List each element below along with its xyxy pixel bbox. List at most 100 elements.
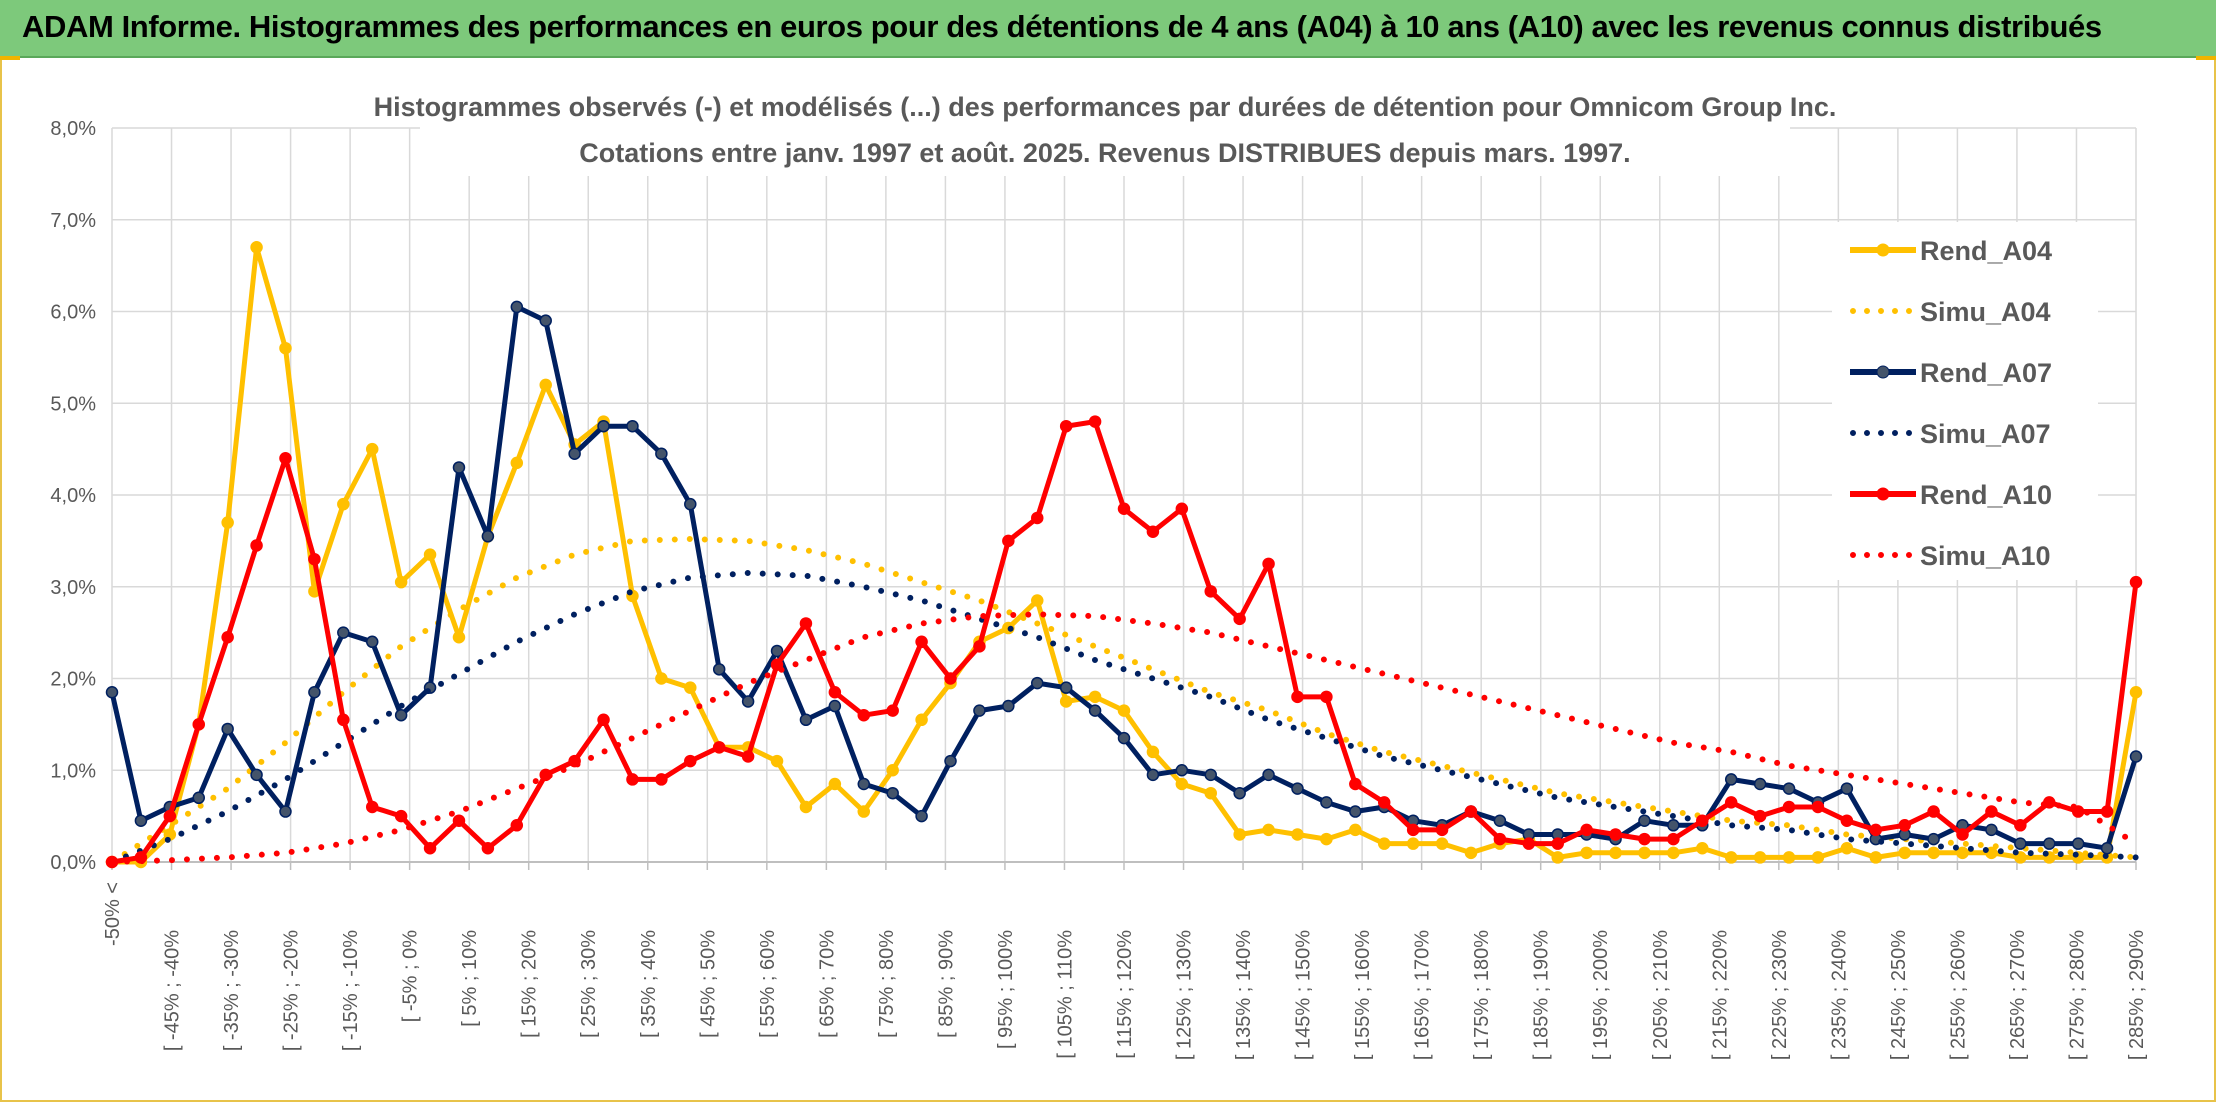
data-point xyxy=(828,699,842,713)
data-point xyxy=(1349,823,1362,837)
data-point xyxy=(2129,686,2143,699)
data-point xyxy=(308,686,321,699)
data-point xyxy=(1811,851,1825,864)
data-point xyxy=(828,686,842,699)
series-line-simu-a07 xyxy=(109,569,2139,865)
x-tick-label: [ 25% ; 30% xyxy=(578,930,600,1038)
data-point xyxy=(799,713,813,727)
data-point xyxy=(1233,786,1246,800)
data-point xyxy=(394,809,408,823)
data-point xyxy=(423,548,437,561)
data-point xyxy=(337,626,350,639)
data-point xyxy=(1464,846,1478,860)
x-tick-label: [ 145% ; 150% xyxy=(1293,930,1315,1060)
y-tick-label: 3,0% xyxy=(50,577,96,599)
data-point xyxy=(365,635,379,649)
data-point xyxy=(1464,805,1478,818)
y-tick-label: 1,0% xyxy=(50,760,96,782)
x-tick-label: [ 195% ; 200% xyxy=(1590,930,1612,1060)
markers-rend-a10 xyxy=(105,415,2143,869)
data-point xyxy=(1291,828,1304,841)
data-point xyxy=(886,704,899,717)
corner-mark-right xyxy=(2196,56,2216,60)
x-tick-label: [ 255% ; 260% xyxy=(1947,930,1969,1060)
data-point xyxy=(250,539,263,552)
data-point xyxy=(684,681,697,694)
legend-label-simu-a10: Simu_A10 xyxy=(1920,541,2051,571)
data-point xyxy=(973,704,986,717)
data-point xyxy=(973,640,986,653)
data-point xyxy=(712,741,726,754)
x-tick-label: [ 165% ; 170% xyxy=(1412,930,1434,1060)
data-point xyxy=(1146,525,1160,538)
series-line-simu-a10 xyxy=(109,611,2139,865)
data-point xyxy=(1059,419,1073,433)
title-banner: ADAM Informe. Histogrammes des performan… xyxy=(0,0,2216,58)
x-tick-label: [ 235% ; 240% xyxy=(1828,930,1850,1060)
data-point xyxy=(857,805,871,818)
x-tick-label: [ 205% ; 210% xyxy=(1650,930,1672,1060)
data-point xyxy=(770,754,784,768)
data-point xyxy=(1753,851,1767,864)
title-background xyxy=(420,84,1790,176)
data-point xyxy=(539,378,552,392)
legend-label-rend-a07: Rend_A07 xyxy=(1920,358,2052,388)
data-point xyxy=(1002,699,1015,713)
data-point xyxy=(1696,841,1709,855)
data-point xyxy=(1840,841,1854,855)
data-point xyxy=(1349,777,1362,791)
data-point xyxy=(1349,805,1362,818)
data-point xyxy=(423,841,437,855)
data-point xyxy=(539,314,552,327)
data-point xyxy=(192,791,205,805)
data-point xyxy=(1840,782,1854,795)
legend-label-simu-a07: Simu_A07 xyxy=(1920,419,2051,449)
data-point xyxy=(1088,704,1102,717)
data-point xyxy=(1031,511,1044,525)
gridlines xyxy=(111,127,2137,863)
data-point xyxy=(1435,823,1449,837)
x-tick-label: [ 95% ; 100% xyxy=(995,930,1017,1049)
y-tick-label: 4,0% xyxy=(50,485,96,507)
data-point xyxy=(944,754,957,768)
data-point xyxy=(1782,782,1796,795)
x-tick-label: [ -5% ; 0% xyxy=(400,930,422,1022)
y-tick-label: 5,0% xyxy=(50,393,96,415)
data-point xyxy=(2071,837,2085,850)
data-point xyxy=(1927,832,1940,846)
y-tick-label: 7,0% xyxy=(50,210,96,232)
data-point xyxy=(1551,837,1564,850)
data-point xyxy=(915,809,928,823)
data-point xyxy=(1117,731,1131,745)
data-point xyxy=(799,617,813,630)
markers-rend-a07 xyxy=(105,300,2143,855)
data-point xyxy=(279,452,292,465)
data-point xyxy=(1580,823,1593,837)
data-point xyxy=(655,672,668,685)
data-point xyxy=(1840,814,1854,827)
data-point xyxy=(1117,502,1131,516)
data-point xyxy=(1406,837,1420,850)
data-point xyxy=(221,630,234,644)
data-point xyxy=(684,754,697,768)
x-tick-label: [ 15% ; 20% xyxy=(519,930,541,1038)
data-point xyxy=(857,777,871,791)
data-point xyxy=(1956,846,1969,860)
legend-marker-rend-a07 xyxy=(1876,365,1890,379)
corner-mark-left xyxy=(0,56,20,60)
data-point xyxy=(2129,750,2143,763)
chart-titles: Histogrammes observés (-) et modélisés (… xyxy=(374,84,1836,176)
data-point xyxy=(337,713,350,727)
data-point xyxy=(1696,814,1709,827)
data-point xyxy=(481,530,495,543)
data-point xyxy=(626,419,639,433)
data-point xyxy=(1262,768,1275,782)
x-tick-label: [ 85% ; 90% xyxy=(935,930,957,1038)
data-point xyxy=(1493,814,1507,827)
y-tick-label: 6,0% xyxy=(50,302,96,324)
legend-label-simu-a04: Simu_A04 xyxy=(1920,297,2051,327)
data-point xyxy=(279,341,292,355)
data-point xyxy=(1956,828,1969,841)
data-point xyxy=(2043,837,2056,850)
